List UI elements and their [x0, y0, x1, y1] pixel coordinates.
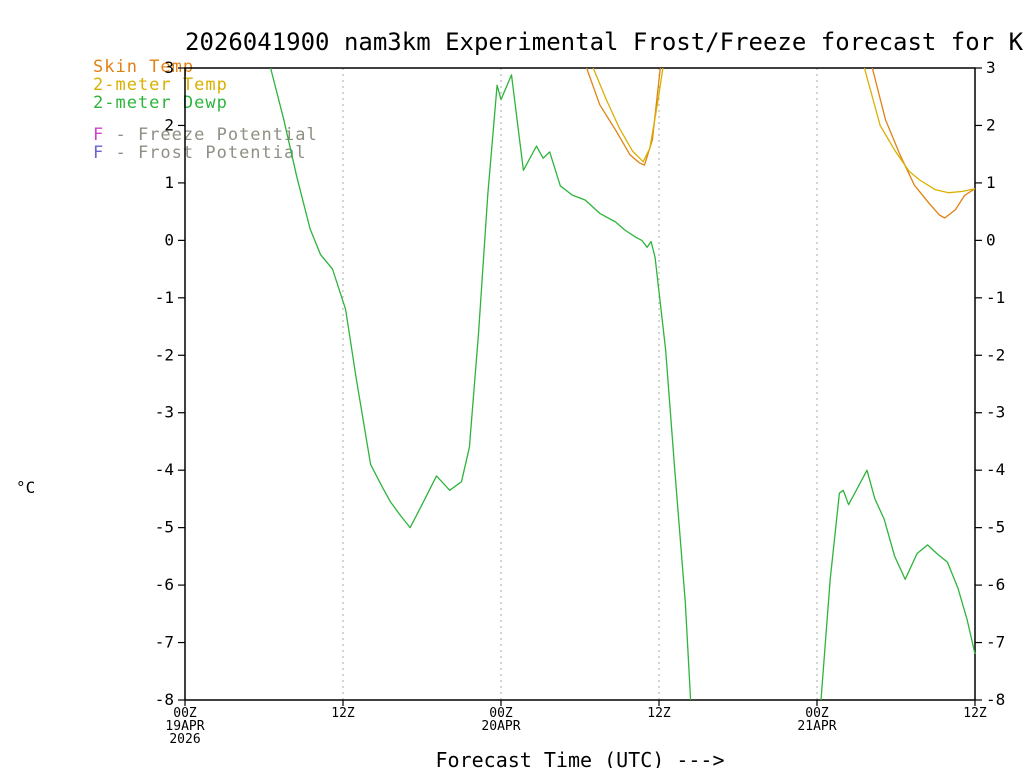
x-tick-label: 00Z — [489, 706, 513, 721]
y-tick-label-right: -6 — [986, 575, 1005, 594]
y-tick-label-left: -1 — [155, 288, 174, 307]
y-tick-label-right: 0 — [986, 230, 996, 249]
y-tick-label-right: 2 — [986, 115, 996, 134]
x-tick-label: 00Z — [805, 706, 829, 721]
x-tick-label: 12Z — [647, 706, 671, 721]
y-tick-label-left: 3 — [164, 58, 174, 77]
y-tick-label-left: -7 — [155, 633, 174, 652]
x-tick-label: 19APR — [165, 719, 204, 734]
y-tick-label-left: -6 — [155, 575, 174, 594]
legend-label-dewp-2m: 2-meter Dewp — [93, 93, 228, 113]
y-axis-label: °C — [16, 478, 36, 497]
y-tick-label-left: -3 — [155, 403, 174, 422]
x-tick-label: 00Z — [173, 706, 197, 721]
legend-item-freeze-potential: F - Freeze Potential — [93, 126, 318, 144]
legend-item-frost-potential: F - Frost Potential — [93, 144, 318, 162]
x-tick-label: 12Z — [331, 706, 355, 721]
y-tick-label-right: -7 — [986, 633, 1005, 652]
y-tick-label-right: -2 — [986, 345, 1005, 364]
y-tick-label-right: -1 — [986, 288, 1005, 307]
x-tick-label: 20APR — [481, 719, 520, 734]
x-tick-label: 21APR — [797, 719, 836, 734]
y-tick-label-right: -8 — [986, 690, 1005, 709]
y-tick-label-left: -2 — [155, 345, 174, 364]
y-tick-label-right: -3 — [986, 403, 1005, 422]
y-tick-label-right: -5 — [986, 518, 1005, 537]
legend-item-dewp-2m: 2-meter Dewp — [93, 94, 318, 112]
chart-legend: Skin Temp 2-meter Temp 2-meter Dewp F - Fre… — [93, 58, 318, 162]
y-tick-label-left: 0 — [164, 230, 174, 249]
axes-border — [184, 67, 976, 701]
series-temp-2m — [863, 67, 976, 194]
legend-label-skin-temp: Skin Temp — [93, 57, 195, 77]
chart-title: 2026041900 nam3km Experimental Frost/Fre… — [185, 28, 1024, 56]
y-tick-label-right: 3 — [986, 58, 996, 77]
legend-label-temp-2m: 2-meter Temp — [93, 75, 228, 95]
y-tick-label-left: -8 — [155, 690, 174, 709]
legend-item-temp-2m: 2-meter Temp — [93, 76, 318, 94]
legend-label-freeze-potential: - Freeze Potential — [115, 125, 318, 145]
y-tick-label-left: 1 — [164, 173, 174, 192]
legend-item-skin-temp: Skin Temp — [93, 58, 318, 76]
x-tick-label: 2026 — [169, 732, 200, 747]
x-tick-label: 12Z — [963, 706, 987, 721]
y-tick-label-left: 2 — [164, 115, 174, 134]
y-tick-label-left: -5 — [155, 518, 174, 537]
series-dewp-2m — [820, 469, 976, 701]
series-skin-temp — [871, 67, 976, 219]
y-tick-label-right: 1 — [986, 173, 996, 192]
y-tick-label-right: -4 — [986, 460, 1005, 479]
x-axis-label: Forecast Time (UTC) ---> — [435, 748, 725, 768]
series-temp-2m — [592, 67, 664, 163]
legend-marker-frost-potential: F — [93, 143, 116, 163]
series-dewp-2m — [269, 67, 692, 701]
legend-label-frost-potential: - Frost Potential — [115, 143, 307, 163]
legend-marker-freeze-potential: F — [93, 125, 116, 145]
y-tick-label-left: -4 — [155, 460, 174, 479]
